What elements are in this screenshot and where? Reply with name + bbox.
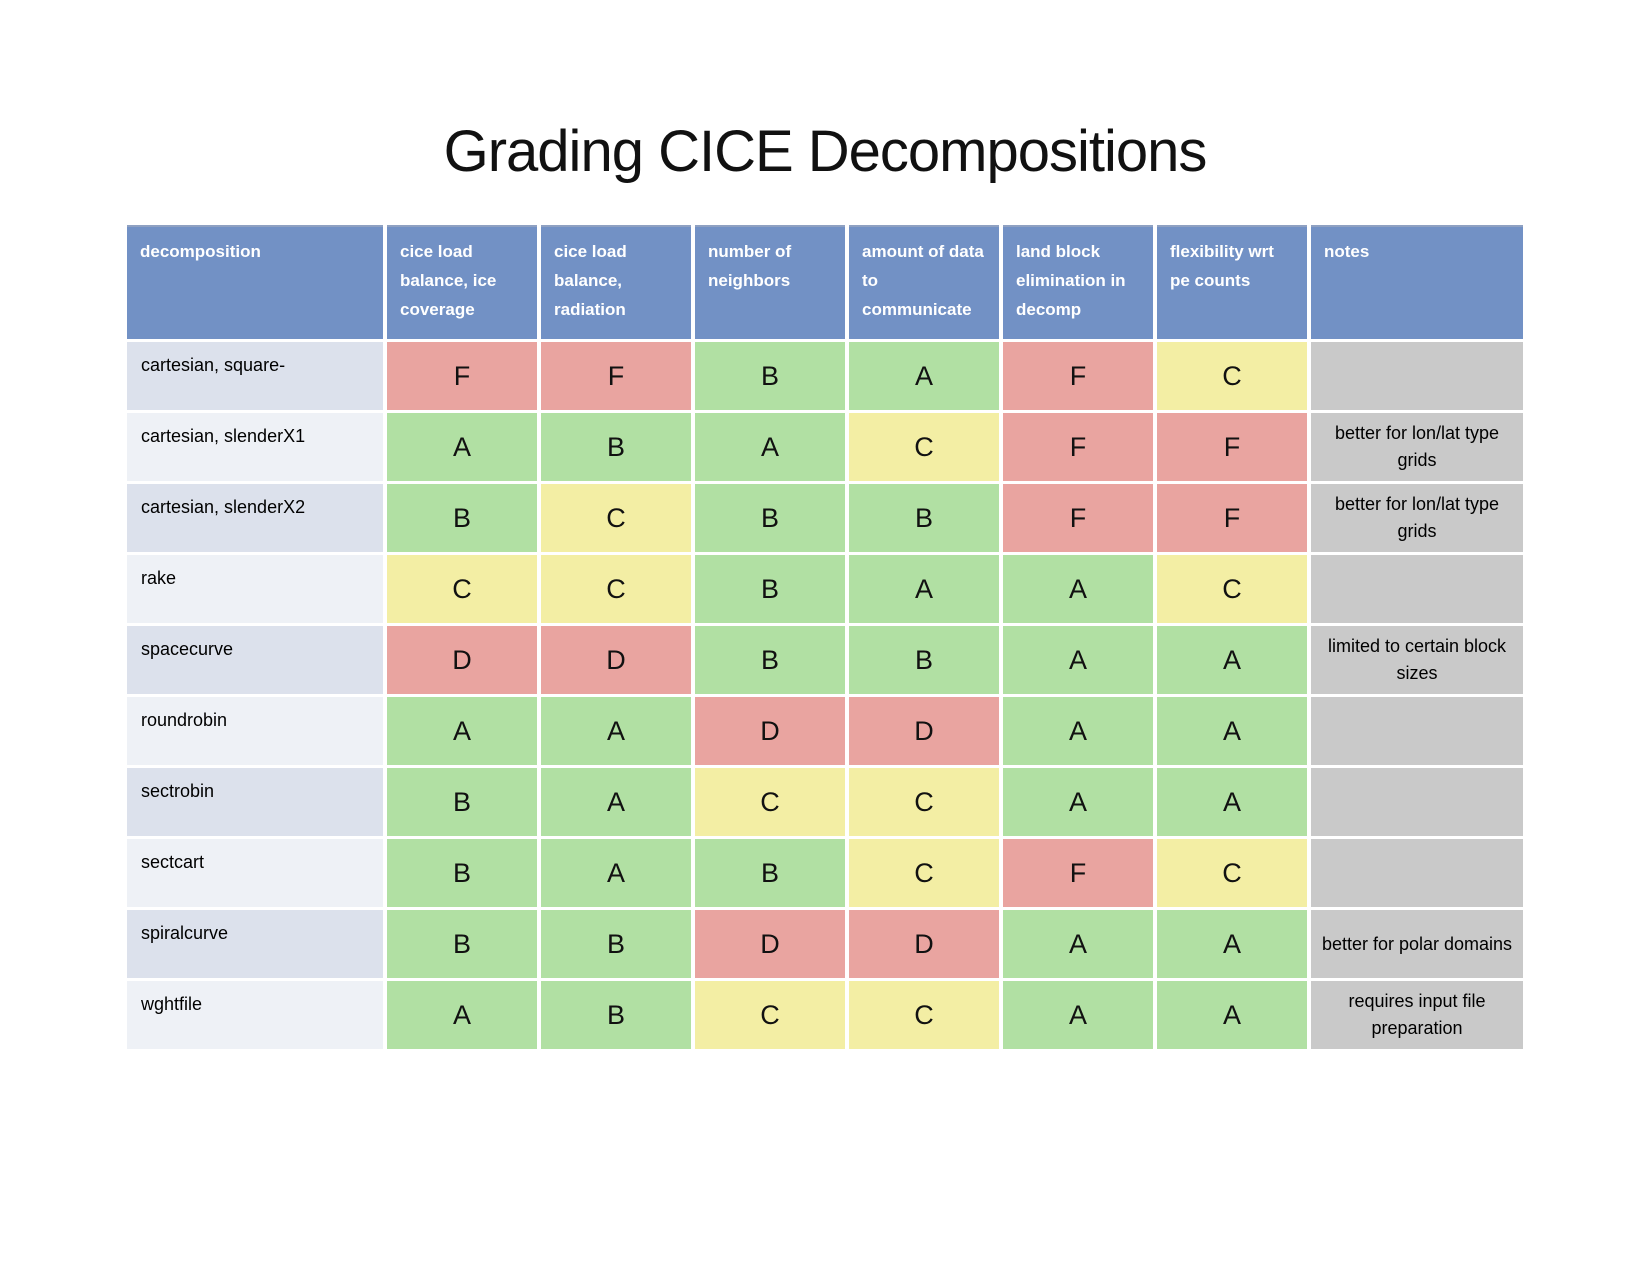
row-label: spiralcurve	[127, 910, 383, 978]
notes-cell: better for lon/lat type grids	[1311, 484, 1523, 552]
notes-cell	[1311, 768, 1523, 836]
grade-cell: F	[1003, 484, 1153, 552]
slide-title: Grading CICE Decompositions	[443, 119, 1208, 184]
grade-cell: C	[541, 484, 691, 552]
grade-cell: A	[1003, 910, 1153, 978]
grade-cell: A	[1003, 981, 1153, 1049]
grade-cell: A	[849, 555, 999, 623]
grade-cell: F	[1003, 413, 1153, 481]
grade-cell: B	[695, 555, 845, 623]
grade-cell: F	[387, 342, 537, 410]
grade-cell: F	[541, 342, 691, 410]
row-label: sectrobin	[127, 768, 383, 836]
grade-cell: A	[1157, 626, 1307, 694]
row-label: cartesian, square-	[127, 342, 383, 410]
row-label: sectcart	[127, 839, 383, 907]
grade-cell: C	[1157, 839, 1307, 907]
grade-cell: B	[849, 484, 999, 552]
notes-cell: limited to certain block sizes	[1311, 626, 1523, 694]
grade-cell: A	[695, 413, 845, 481]
notes-cell	[1311, 342, 1523, 410]
column-header-data-communicate: amount of data to communicate	[849, 225, 999, 339]
notes-cell	[1311, 839, 1523, 907]
grade-cell: F	[1003, 342, 1153, 410]
grade-cell: C	[849, 413, 999, 481]
grade-cell: B	[849, 626, 999, 694]
grade-cell: B	[541, 981, 691, 1049]
notes-cell: better for lon/lat type grids	[1311, 413, 1523, 481]
grade-cell: B	[387, 839, 537, 907]
grade-cell: C	[541, 555, 691, 623]
grade-cell: A	[1157, 910, 1307, 978]
grade-cell: A	[387, 413, 537, 481]
grade-cell: F	[1157, 484, 1307, 552]
grade-cell: B	[387, 910, 537, 978]
grading-table: decomposition cice load balance, ice cov…	[127, 225, 1523, 1049]
grade-cell: D	[695, 910, 845, 978]
grade-cell: B	[541, 413, 691, 481]
grade-cell: B	[695, 626, 845, 694]
grade-cell: C	[695, 768, 845, 836]
grade-cell: D	[849, 697, 999, 765]
row-label: roundrobin	[127, 697, 383, 765]
grade-cell: C	[849, 839, 999, 907]
row-label: rake	[127, 555, 383, 623]
grade-cell: B	[541, 910, 691, 978]
grade-cell: B	[695, 839, 845, 907]
grade-cell: A	[387, 981, 537, 1049]
grade-cell: C	[1157, 555, 1307, 623]
column-header-load-balance-rad: cice load balance, radiation	[541, 225, 691, 339]
column-header-load-balance-ice: cice load balance, ice coverage	[387, 225, 537, 339]
row-label: cartesian, slenderX1	[127, 413, 383, 481]
row-label: cartesian, slenderX2	[127, 484, 383, 552]
grade-cell: C	[1157, 342, 1307, 410]
grade-cell: D	[387, 626, 537, 694]
grade-cell: A	[1157, 768, 1307, 836]
grade-cell: F	[1003, 839, 1153, 907]
grade-cell: C	[849, 981, 999, 1049]
notes-cell	[1311, 697, 1523, 765]
grade-cell: B	[387, 484, 537, 552]
notes-cell: better for polar domains	[1311, 910, 1523, 978]
grade-cell: F	[1157, 413, 1307, 481]
grade-cell: A	[1003, 626, 1153, 694]
grade-cell: C	[387, 555, 537, 623]
grade-cell: D	[541, 626, 691, 694]
grade-cell: A	[541, 697, 691, 765]
column-header-flexibility: flexibility wrt pe counts	[1157, 225, 1307, 339]
column-header-num-neighbors: number of neighbors	[695, 225, 845, 339]
row-label: wghtfile	[127, 981, 383, 1049]
grade-cell: A	[1003, 768, 1153, 836]
grade-cell: B	[387, 768, 537, 836]
grade-cell: C	[849, 768, 999, 836]
column-header-land-block-elim: land block elimination in decomp	[1003, 225, 1153, 339]
grade-cell: D	[849, 910, 999, 978]
column-header-notes: notes	[1311, 225, 1523, 339]
grade-cell: A	[541, 768, 691, 836]
grade-cell: A	[849, 342, 999, 410]
column-header-decomposition: decomposition	[127, 225, 383, 339]
notes-cell	[1311, 555, 1523, 623]
row-label: spacecurve	[127, 626, 383, 694]
notes-cell: requires input file preparation	[1311, 981, 1523, 1049]
grade-cell: B	[695, 342, 845, 410]
grade-cell: A	[1157, 697, 1307, 765]
grade-cell: B	[695, 484, 845, 552]
grade-cell: A	[541, 839, 691, 907]
grade-cell: A	[1003, 555, 1153, 623]
grade-cell: A	[387, 697, 537, 765]
grade-cell: D	[695, 697, 845, 765]
grade-cell: A	[1157, 981, 1307, 1049]
grade-cell: C	[695, 981, 845, 1049]
grade-cell: A	[1003, 697, 1153, 765]
